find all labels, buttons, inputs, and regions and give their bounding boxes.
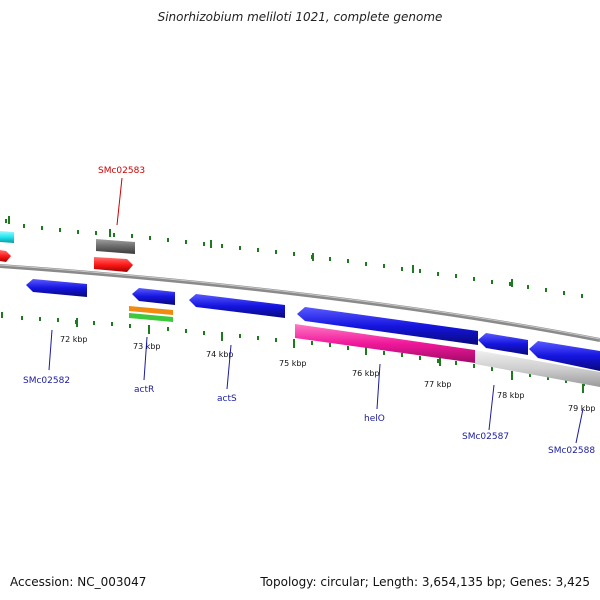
feature-cyan[interactable] bbox=[0, 231, 14, 243]
feature-red-left[interactable] bbox=[0, 250, 11, 262]
ruler-label: 75 kbp bbox=[279, 359, 307, 368]
feature-grey-smc02583[interactable] bbox=[96, 239, 135, 254]
inner-major-ticks bbox=[76, 318, 584, 393]
genome-title: Sinorhizobium meliloti 1021, complete ge… bbox=[157, 10, 443, 24]
feature-smc02588[interactable] bbox=[529, 341, 600, 371]
outer-tick-track bbox=[5, 219, 583, 298]
gene-labels: SMc02583 SMc02582 actR actS helO SMc0258… bbox=[23, 166, 595, 456]
feature-helo[interactable] bbox=[295, 307, 478, 363]
outer-major-ticks bbox=[8, 216, 513, 287]
feature-smc02587[interactable] bbox=[475, 333, 600, 387]
genome-summary: Topology: circular; Length: 3,654,135 bp… bbox=[260, 575, 590, 589]
feature-acts[interactable] bbox=[189, 294, 285, 318]
ruler-label: 78 kbp bbox=[497, 391, 525, 400]
ruler-label: 79 kbp bbox=[568, 404, 596, 413]
ruler-label: 77 kbp bbox=[424, 380, 452, 389]
gene-label-smc02587[interactable]: SMc02587 bbox=[462, 432, 509, 442]
label-connectors bbox=[48, 177, 584, 444]
accession-label: Accession: NC_003047 bbox=[10, 575, 147, 589]
gene-label-helo[interactable]: helO bbox=[364, 414, 385, 424]
feature-smc02582[interactable] bbox=[26, 279, 87, 297]
genome-backbone bbox=[0, 264, 600, 342]
feature-actr[interactable] bbox=[129, 288, 175, 322]
gene-label-smc02583[interactable]: SMc02583 bbox=[98, 166, 145, 176]
feature-red-smc02583[interactable] bbox=[94, 257, 133, 272]
gene-label-acts[interactable]: actS bbox=[217, 394, 237, 404]
ruler-label: 74 kbp bbox=[206, 350, 234, 359]
ruler-label: 76 kbp bbox=[352, 369, 380, 378]
gene-label-actr[interactable]: actR bbox=[134, 385, 154, 395]
gene-label-smc02582[interactable]: SMc02582 bbox=[23, 376, 70, 386]
gene-label-smc02588[interactable]: SMc02588 bbox=[548, 446, 595, 456]
ruler-label: 72 kbp bbox=[60, 335, 88, 344]
